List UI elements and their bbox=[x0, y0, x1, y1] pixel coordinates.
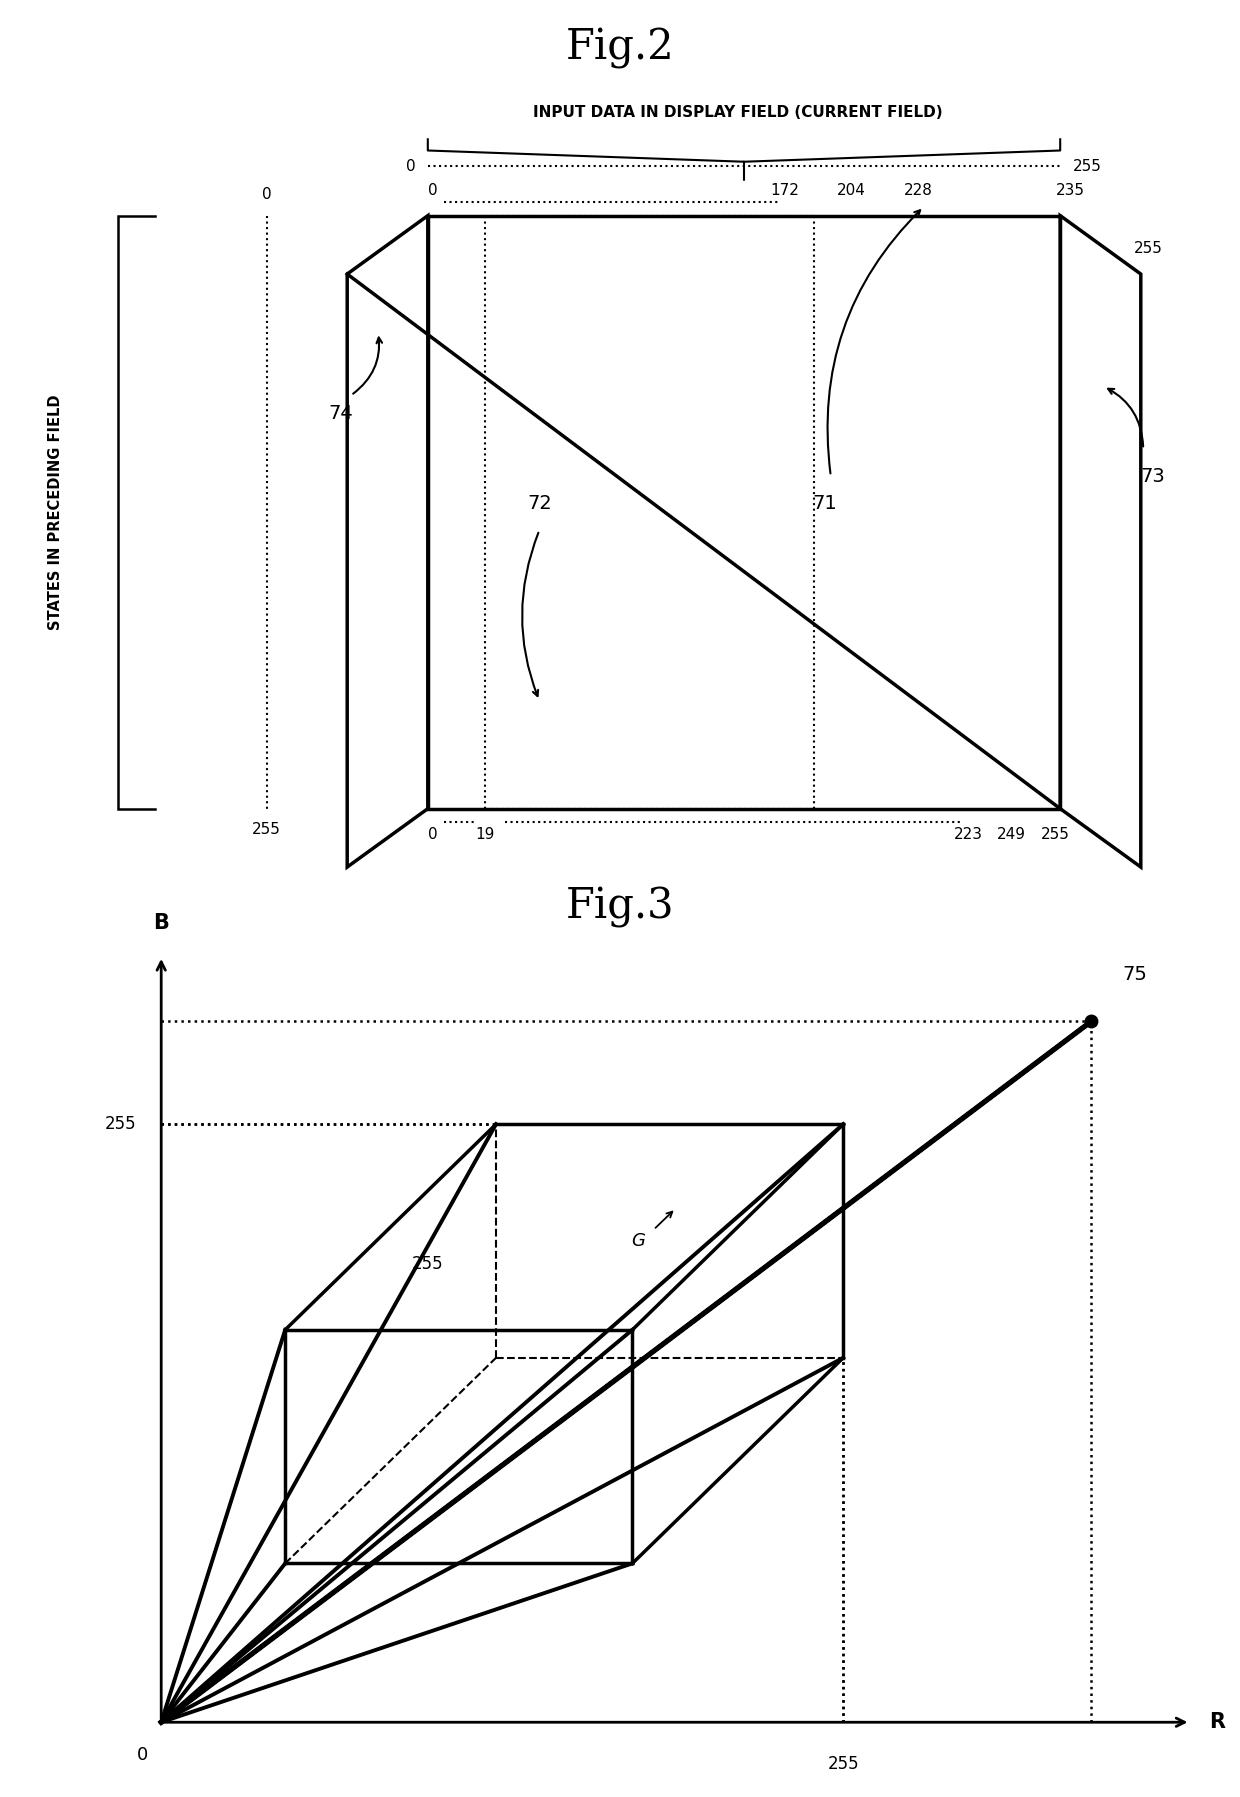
Text: 0: 0 bbox=[262, 187, 272, 201]
Text: 255: 255 bbox=[412, 1256, 444, 1274]
Text: 255: 255 bbox=[252, 823, 281, 837]
Text: 0: 0 bbox=[136, 1745, 149, 1763]
Text: 249: 249 bbox=[997, 827, 1025, 841]
Text: 74: 74 bbox=[329, 404, 353, 422]
Bar bbox=[428, 216, 1060, 809]
Text: STATES IN PRECEDING FIELD: STATES IN PRECEDING FIELD bbox=[48, 394, 63, 631]
Text: B: B bbox=[154, 913, 169, 933]
Text: 0: 0 bbox=[428, 183, 438, 198]
Text: 73: 73 bbox=[1141, 467, 1166, 485]
Text: 255: 255 bbox=[1073, 158, 1101, 174]
Text: 255: 255 bbox=[827, 1756, 859, 1774]
Text: 255: 255 bbox=[1040, 827, 1070, 841]
Text: 0: 0 bbox=[405, 158, 415, 174]
Text: 19: 19 bbox=[475, 827, 495, 841]
Text: 255: 255 bbox=[1133, 241, 1163, 255]
Text: 223: 223 bbox=[954, 827, 983, 841]
Text: 72: 72 bbox=[527, 494, 552, 512]
Text: 228: 228 bbox=[904, 183, 932, 198]
Text: INPUT DATA IN DISPLAY FIELD (CURRENT FIELD): INPUT DATA IN DISPLAY FIELD (CURRENT FIE… bbox=[533, 104, 942, 120]
Text: 172: 172 bbox=[771, 183, 800, 198]
Text: R: R bbox=[1209, 1713, 1225, 1732]
Text: 0: 0 bbox=[428, 827, 438, 841]
Text: Fig.3: Fig.3 bbox=[565, 886, 675, 927]
Text: 255: 255 bbox=[104, 1116, 136, 1134]
Text: 235: 235 bbox=[1055, 183, 1085, 198]
Text: 204: 204 bbox=[837, 183, 866, 198]
Text: 75: 75 bbox=[1122, 965, 1147, 985]
Text: Fig.2: Fig.2 bbox=[565, 27, 675, 68]
Text: 71: 71 bbox=[812, 494, 837, 512]
Text: G: G bbox=[631, 1233, 646, 1251]
